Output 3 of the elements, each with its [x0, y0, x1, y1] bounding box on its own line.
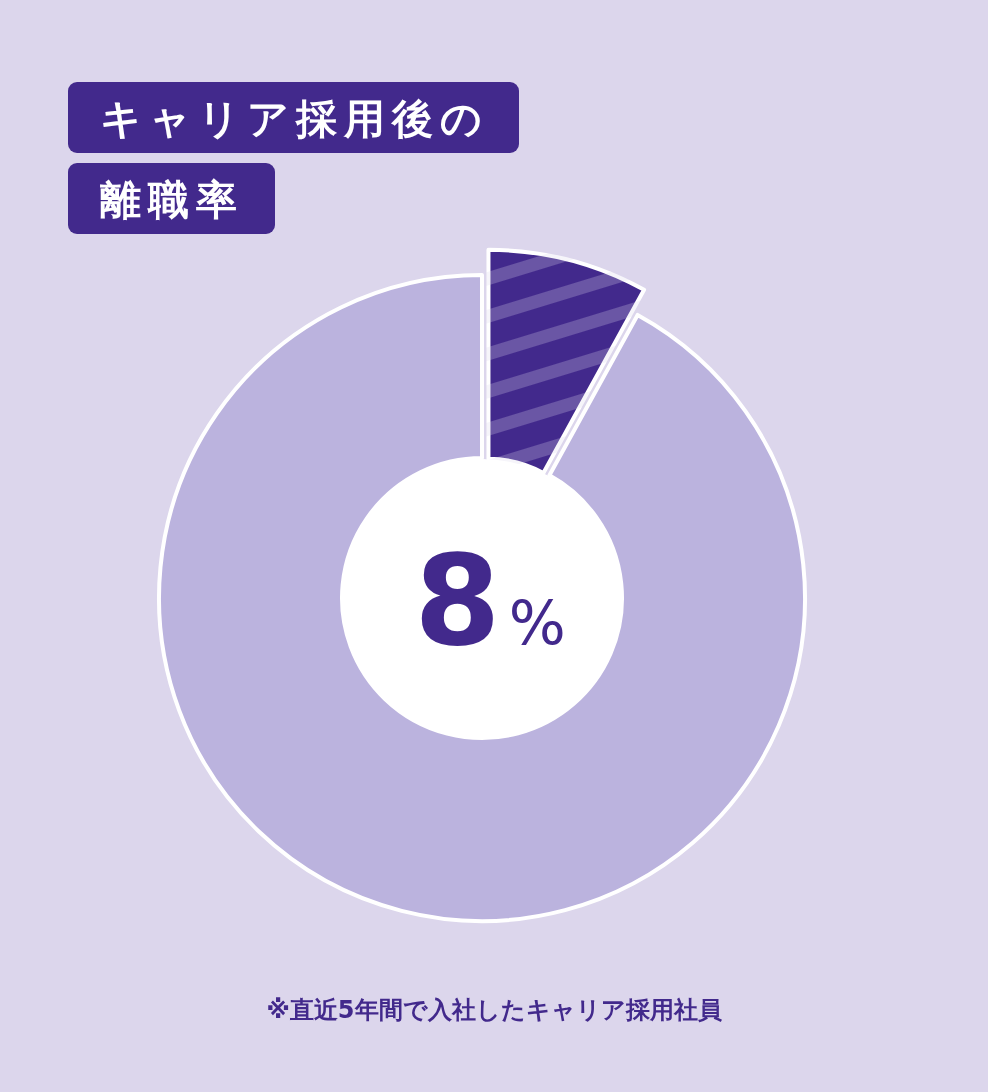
- text: 8%: [414, 529, 566, 673]
- text: ※直近5年間で入社したキャリア採用社員: [266, 996, 722, 1024]
- chart-title: キャリア採用後の離職率: [99, 94, 489, 224]
